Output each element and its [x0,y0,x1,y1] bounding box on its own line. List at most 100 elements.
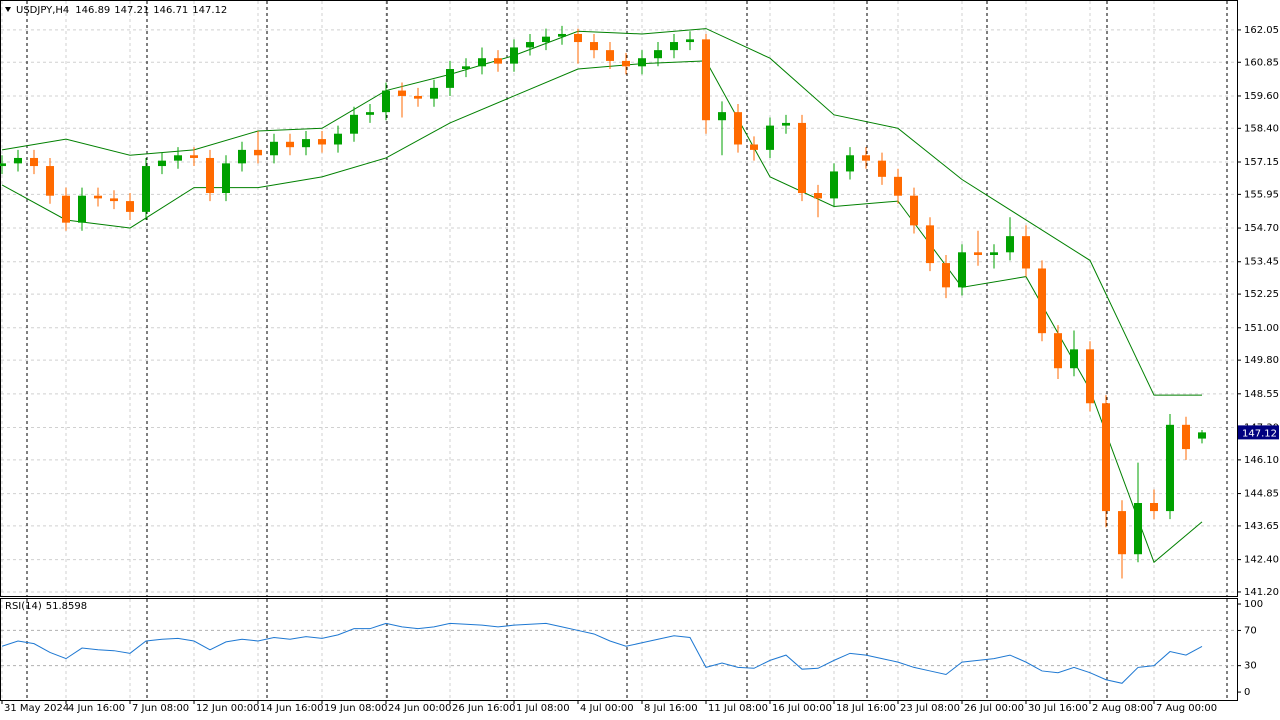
candle-body [766,125,774,150]
candle-body [894,176,902,196]
candle-body [862,155,870,161]
candle-body [110,198,118,202]
candle-body [942,263,950,288]
candle-body [174,155,182,161]
y-tick-label: 141.20 [1244,587,1279,598]
candle-body [270,141,278,156]
y-tick-label: 143.65 [1244,521,1279,532]
y-tick-label: 159.60 [1244,91,1279,102]
y-tick-label: 142.40 [1244,555,1279,566]
x-tick-label: 2 Aug 08:00 [1092,703,1153,714]
candle-body [558,33,566,37]
rsi-name: RSI(14) [5,601,42,612]
candle-body [0,163,6,167]
y-tick-label: 148.55 [1244,389,1279,400]
candle-body [1006,236,1014,253]
x-tick-label: 26 Jul 00:00 [964,703,1024,714]
candle-body [414,95,422,99]
y-tick-label: 152.25 [1244,289,1279,300]
y-tick-label: 154.70 [1244,223,1279,234]
candle-body [878,160,886,177]
x-tick-label: 7 Jun 08:00 [132,703,189,714]
x-tick-label: 4 Jul 00:00 [580,703,634,714]
y-tick-label: 155.95 [1244,189,1279,200]
candle-body [1134,503,1142,555]
rsi-tick-label: 100 [1244,599,1263,610]
candle-body [206,157,214,194]
candle-body [1198,432,1206,439]
y-tick-label: 149.80 [1244,355,1279,366]
candle-body [1070,349,1078,369]
y-tick-label: 158.40 [1244,123,1279,134]
candle-body [638,58,646,67]
x-tick-label: 8 Jul 16:00 [644,703,698,714]
x-tick-label: 30 Jul 16:00 [1028,703,1088,714]
main-panel [0,0,1238,597]
candle-body [46,166,54,196]
candle-body [974,252,982,256]
candle-body [1150,503,1158,512]
candle-body [798,122,806,194]
x-tick-label: 19 Jun 08:00 [324,703,388,714]
rsi-tick-label: 70 [1244,625,1257,636]
rsi-panel [0,598,1238,701]
candle-body [990,252,998,256]
header-value: USDJPY,H4 [16,5,69,16]
y-tick-label: 160.85 [1244,57,1279,68]
price-label: 147.12 [1242,428,1277,439]
y-tick-label: 157.15 [1244,157,1279,168]
bollinger-band [1,28,1202,396]
candle-body [382,90,390,113]
candle-body [318,139,326,145]
header-value: 146.71 [153,5,188,16]
candle-body [926,225,934,264]
candle-body [14,157,22,164]
candle-body [574,33,582,43]
candle-body [654,50,662,59]
candle-body [702,39,710,121]
candle-body [142,166,150,212]
candle-body [398,90,406,96]
candle-body [238,149,246,164]
candle-body [1038,268,1046,334]
x-tick-label: 4 Jun 16:00 [68,703,125,714]
x-tick-label: 12 Jun 00:00 [196,703,260,714]
candle-body [814,193,822,199]
candle-body [254,149,262,156]
candle-body [94,195,102,199]
candle-body [462,66,470,70]
candle-body [222,163,230,194]
candle-body [686,39,694,43]
candle-body [126,201,134,212]
x-tick-label: 14 Jun 16:00 [260,703,324,714]
candle-body [542,36,550,43]
candle-body [718,112,726,121]
y-tick-label: 162.05 [1244,25,1279,36]
rsi-line [1,622,1203,684]
y-tick-label: 153.45 [1244,257,1279,268]
x-tick-label: 1 Jul 08:00 [516,703,570,714]
candle-body [510,47,518,64]
candle-body [430,87,438,99]
rsi-tick-label: 0 [1244,687,1250,698]
x-tick-label: 16 Jul 00:00 [772,703,832,714]
y-tick-label: 151.00 [1244,323,1279,334]
candle-body [1118,511,1126,555]
candle-body [606,50,614,61]
x-tick-label: 7 Aug 00:00 [1156,703,1217,714]
candle-body [958,252,966,288]
x-tick-label: 18 Jul 16:00 [836,703,896,714]
rsi-tick-label: 30 [1244,661,1257,672]
price-label-box [1238,425,1279,440]
x-tick-label: 24 Jun 00:00 [388,703,452,714]
menu-icon [5,7,11,12]
candle-body [622,60,630,67]
candle-body [830,171,838,199]
candle-body [494,58,502,64]
candle-body [446,69,454,88]
candle-body [190,155,198,158]
candle-body [910,195,918,226]
rsi-value: 51.8598 [46,601,87,612]
candle-body [30,157,38,167]
